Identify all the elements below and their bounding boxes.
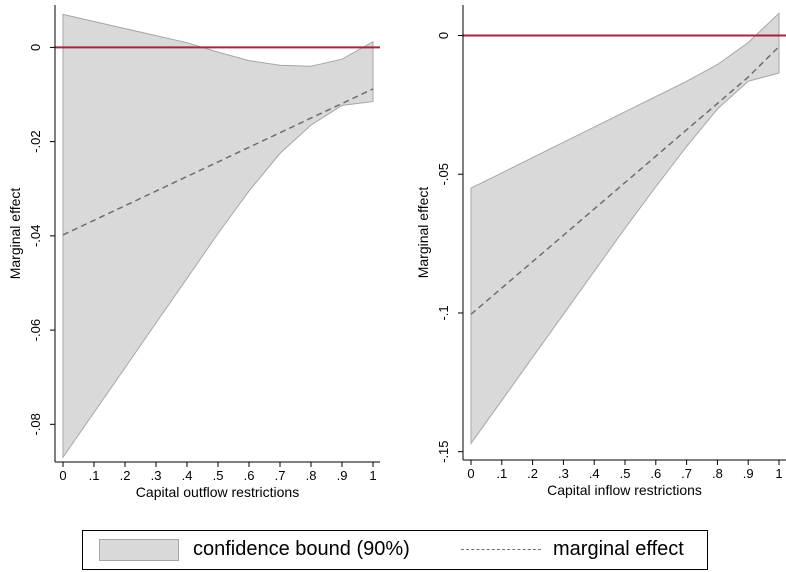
x-tick-label-outflow: .7 xyxy=(275,468,286,483)
y-tick-label-inflow: -.05 xyxy=(436,163,451,185)
marginal-effect-line-outflow xyxy=(62,88,374,236)
legend-line-label: marginal effect xyxy=(553,538,684,560)
x-tick-label-inflow: .4 xyxy=(589,466,600,481)
x-tick-label-outflow: .3 xyxy=(151,468,162,483)
x-axis-title-outflow: Capital outflow restrictions xyxy=(136,484,299,500)
x-tick-label-inflow: .5 xyxy=(620,466,631,481)
confidence-band-outflow xyxy=(62,13,374,459)
x-tick-label-inflow: .3 xyxy=(558,466,569,481)
x-tick-label-outflow: 0 xyxy=(59,468,66,483)
y-tick-label-inflow: -.1 xyxy=(436,305,451,320)
x-tick-label-outflow: .5 xyxy=(213,468,224,483)
x-tick-label-inflow: .7 xyxy=(681,466,692,481)
x-tick-label-inflow: .6 xyxy=(650,466,661,481)
x-tick-label-outflow: .8 xyxy=(306,468,317,483)
legend: confidence bound (90%) marginal effect xyxy=(82,530,708,570)
y-tick-label-outflow: -.04 xyxy=(28,225,43,247)
x-tick-label-outflow: .4 xyxy=(182,468,193,483)
y-tick-label-inflow: -.15 xyxy=(436,440,451,462)
y-tick-label-outflow: -.06 xyxy=(28,319,43,341)
x-tick-label-outflow: .2 xyxy=(120,468,131,483)
x-tick-label-inflow: .8 xyxy=(712,466,723,481)
y-axis-title-inflow: Marginal effect xyxy=(415,187,431,279)
panel-outflow: 0 .1 .2 .3 .4 .5 .6 .7 .8 .9 1 0 -.02 -.04 -.06 -.08 Cap… xyxy=(7,5,380,500)
y-tick-label-outflow: 0 xyxy=(28,44,43,51)
y-tick-label-outflow: -.02 xyxy=(28,130,43,152)
x-tick-label-inflow: 0 xyxy=(467,466,474,481)
panel-inflow: 0 .1 .2 .3 .4 .5 .6 .7 .8 .9 1 0 -.05 -.1 -.15 Capital … xyxy=(415,5,786,498)
x-tick-label-inflow: .9 xyxy=(743,466,754,481)
x-tick-label-outflow: .6 xyxy=(244,468,255,483)
y-axis-title-outflow: Marginal effect xyxy=(7,188,23,280)
x-tick-label-outflow: .9 xyxy=(337,468,348,483)
x-tick-label-outflow: .1 xyxy=(89,468,100,483)
x-tick-label-inflow: 1 xyxy=(775,466,782,481)
legend-line-swatch xyxy=(461,549,541,550)
x-tick-label-inflow: .2 xyxy=(527,466,538,481)
x-axis-title-inflow: Capital inflow restrictions xyxy=(547,482,702,498)
x-tick-label-inflow: .1 xyxy=(496,466,507,481)
legend-band-label: confidence bound (90%) xyxy=(193,538,410,560)
legend-band-swatch xyxy=(99,539,179,561)
x-tick-label-outflow: 1 xyxy=(369,468,376,483)
confidence-band-inflow xyxy=(470,12,780,445)
marginal-effect-line-inflow xyxy=(470,46,780,315)
y-tick-label-outflow: -.08 xyxy=(28,413,43,435)
y-tick-label-inflow: 0 xyxy=(436,32,451,39)
